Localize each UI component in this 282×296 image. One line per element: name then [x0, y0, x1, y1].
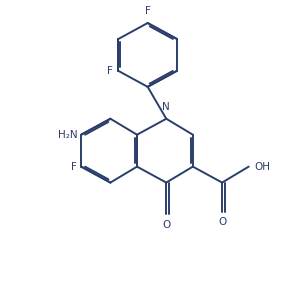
- Text: H₂N: H₂N: [58, 130, 77, 140]
- Text: F: F: [107, 66, 113, 76]
- Text: O: O: [218, 217, 226, 227]
- Text: N: N: [162, 102, 170, 112]
- Text: OH: OH: [254, 162, 270, 172]
- Text: F: F: [145, 7, 151, 16]
- Text: O: O: [162, 220, 170, 230]
- Text: F: F: [71, 162, 77, 172]
